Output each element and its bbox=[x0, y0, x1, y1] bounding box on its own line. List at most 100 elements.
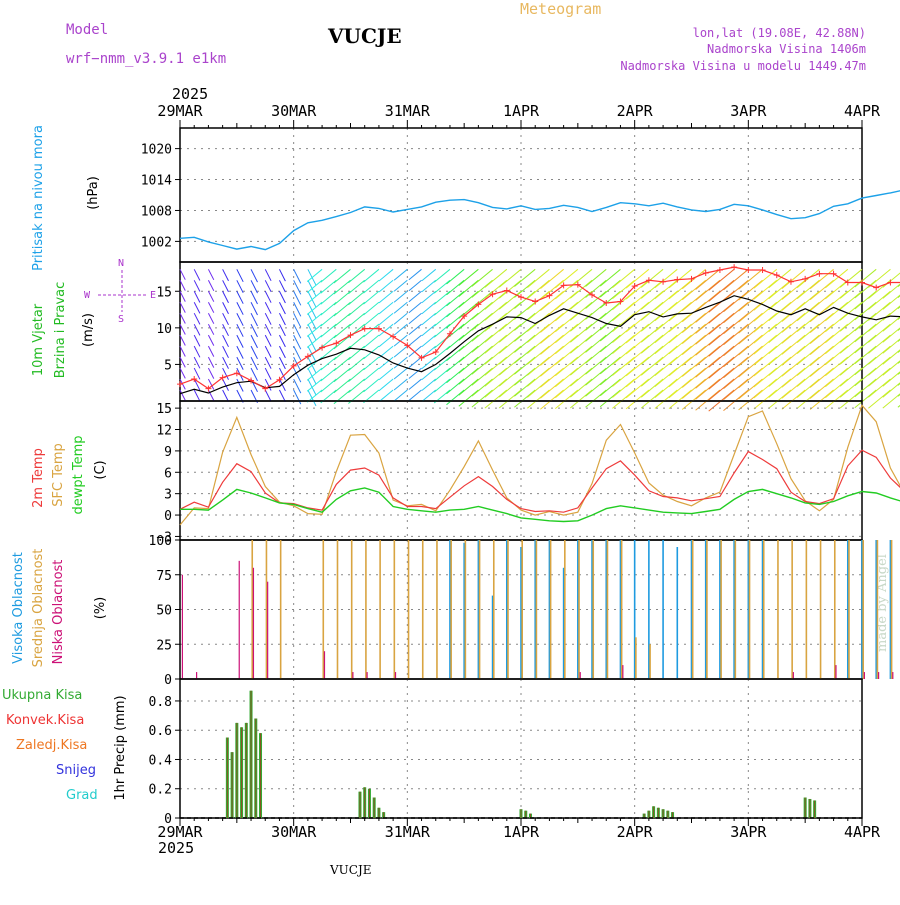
wind-barb bbox=[207, 280, 215, 292]
x-tick-label: 1APR bbox=[503, 102, 540, 120]
wind-barb bbox=[393, 290, 408, 303]
wind-barb bbox=[264, 312, 272, 325]
wind-barb bbox=[554, 378, 579, 399]
wind-barb bbox=[668, 356, 692, 377]
wind-barb bbox=[279, 334, 286, 348]
wind-barb bbox=[640, 345, 664, 365]
wind-barb bbox=[207, 345, 215, 357]
wind-barb bbox=[393, 367, 408, 380]
wind-barb bbox=[222, 302, 229, 315]
wind-barb bbox=[320, 345, 337, 360]
wind-gust-marker bbox=[432, 348, 439, 355]
wind-barb bbox=[498, 356, 522, 376]
temp-labels: 2m Temp SFC Temp dewpt Temp (C) bbox=[31, 435, 108, 514]
wind-barb bbox=[723, 279, 749, 302]
pressure-ylabel: Pritisak na nivou mora bbox=[31, 125, 46, 271]
wind-barb bbox=[458, 290, 479, 308]
wind-barb bbox=[378, 301, 394, 315]
wind-barb bbox=[809, 345, 834, 366]
wind-barb bbox=[554, 301, 579, 322]
wind-barb bbox=[540, 290, 564, 311]
wind-barb bbox=[640, 334, 664, 354]
wind-barb bbox=[723, 312, 749, 335]
wind-barb bbox=[320, 290, 337, 305]
wind-barb bbox=[738, 367, 763, 389]
wind-barb bbox=[484, 378, 508, 398]
mid-cloud-ylabel: Srednja Oblacnost bbox=[31, 549, 46, 668]
precip-bar-core bbox=[231, 752, 233, 818]
wind-barb bbox=[279, 280, 286, 293]
wind-barb bbox=[781, 290, 806, 311]
precip-bar-core bbox=[529, 813, 531, 818]
wind-barb bbox=[421, 279, 437, 293]
wind-barb bbox=[333, 367, 351, 383]
wind-barb bbox=[222, 356, 229, 369]
wind-barb bbox=[179, 280, 186, 291]
wind-barb bbox=[378, 290, 394, 304]
wind-barb bbox=[781, 334, 806, 355]
wind-barb bbox=[868, 312, 891, 332]
wind-barb bbox=[293, 291, 302, 306]
wind-gust-marker bbox=[631, 283, 638, 290]
wind-gust-marker bbox=[262, 385, 269, 392]
wind-barb bbox=[458, 389, 479, 407]
wind-barb bbox=[293, 378, 302, 394]
x-tick-label: 31MAR bbox=[385, 823, 431, 841]
wind-barb bbox=[768, 279, 792, 300]
wind-barb bbox=[446, 367, 465, 384]
precip-total-label: Ukupna Kisa bbox=[2, 688, 82, 703]
wind-barb bbox=[640, 312, 664, 332]
wind-gust-marker bbox=[233, 370, 240, 377]
wind-barb bbox=[708, 301, 735, 324]
wind-barb bbox=[824, 268, 849, 289]
wind-barb bbox=[433, 323, 451, 338]
wind-barb bbox=[569, 290, 593, 310]
wind-barb bbox=[471, 367, 493, 386]
wind-barb bbox=[882, 360, 900, 376]
wind-barb bbox=[471, 279, 493, 298]
wind-barb bbox=[363, 312, 380, 327]
wind-barb bbox=[668, 367, 692, 388]
wind-gust-marker bbox=[816, 270, 823, 277]
wind-barb bbox=[348, 279, 366, 295]
wind-barb bbox=[293, 312, 302, 328]
wind-barb bbox=[768, 334, 792, 354]
wind-gust-marker bbox=[319, 344, 326, 351]
wind-barb bbox=[250, 269, 258, 283]
wind-barb bbox=[179, 367, 186, 379]
wind-gust-line bbox=[179, 266, 900, 390]
wind-barb bbox=[839, 323, 863, 343]
wind-barb bbox=[839, 279, 863, 299]
wind-barb bbox=[306, 290, 323, 304]
wind-barb bbox=[809, 367, 834, 388]
wind-ylabel-1: 10m Vjetar bbox=[31, 303, 46, 376]
y-tick-label: 1008 bbox=[141, 204, 172, 219]
wind-barb bbox=[824, 378, 849, 399]
wind-barb bbox=[193, 334, 201, 347]
wind-gust-marker bbox=[617, 298, 624, 305]
y-tick-label: 0.8 bbox=[149, 695, 172, 710]
wind-barb bbox=[809, 301, 834, 323]
wind-barb bbox=[363, 334, 380, 349]
wind-gust-marker bbox=[503, 287, 510, 294]
wind-barb bbox=[868, 389, 891, 409]
wind-barb bbox=[681, 323, 707, 344]
wind-gust-marker bbox=[745, 267, 752, 274]
wind-barb bbox=[293, 345, 302, 361]
wind-barb bbox=[293, 280, 302, 295]
wind-barb bbox=[279, 367, 286, 381]
wind-barb bbox=[854, 290, 877, 310]
wind-barb bbox=[348, 334, 366, 350]
wind-gust-marker bbox=[390, 333, 397, 340]
wind-barb bbox=[868, 356, 891, 376]
wind-barb bbox=[612, 312, 635, 332]
model-name: wrf−nmm_v3.9.1 e1km bbox=[66, 51, 226, 67]
precip-bar-core bbox=[662, 809, 664, 818]
wind-barb bbox=[363, 367, 380, 382]
wind-barb bbox=[738, 334, 763, 356]
wind-barb bbox=[514, 301, 536, 320]
wind-gust-marker bbox=[304, 353, 311, 360]
wind-barb bbox=[824, 345, 849, 366]
wind-barb bbox=[768, 312, 792, 332]
wind-barb bbox=[250, 345, 258, 360]
